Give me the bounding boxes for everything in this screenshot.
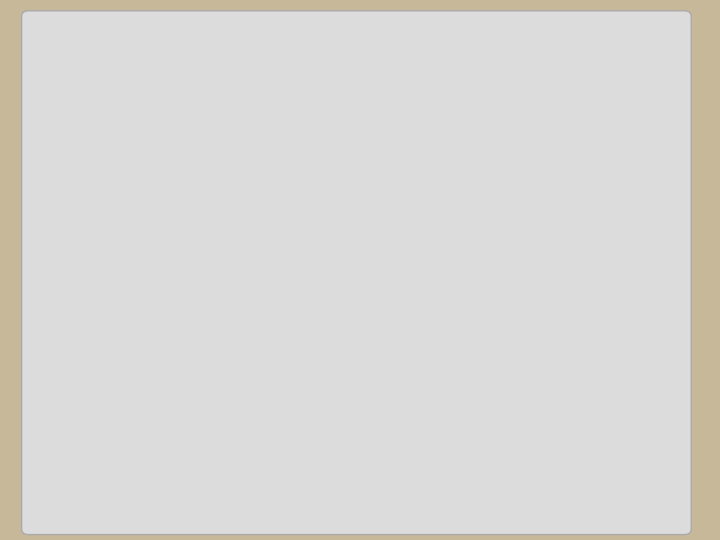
Text: 16: 16: [162, 336, 178, 347]
Text: /: /: [133, 247, 140, 265]
Text: 4: 4: [230, 289, 251, 318]
Text: 6: 6: [429, 138, 438, 152]
Text: 3: 3: [405, 140, 426, 170]
Text: 11: 11: [191, 343, 206, 353]
Text: Add whole number and fraction together to form complete answer.: Add whole number and fraction together t…: [72, 418, 575, 431]
Text: /: /: [171, 216, 178, 234]
Text: 16: 16: [277, 302, 297, 316]
Text: /: /: [204, 339, 211, 357]
Text: (LCD) = 16: (LCD) = 16: [101, 170, 185, 184]
Text: •: •: [50, 418, 59, 434]
Text: 5: 5: [101, 140, 122, 170]
Text: 16: 16: [356, 302, 375, 316]
Text: becomes: becomes: [248, 140, 305, 153]
Text: Subtract the fractions.: Subtract the fractions.: [72, 321, 243, 334]
Text: 11: 11: [228, 448, 243, 458]
Text: Borrowing: Borrowing: [311, 68, 408, 85]
Text: •: •: [50, 197, 59, 212]
Text: -: -: [160, 140, 171, 168]
Text: 6: 6: [338, 286, 348, 300]
Text: 16: 16: [141, 245, 155, 255]
Text: 1: 1: [353, 138, 362, 152]
Text: 1  +: 1 +: [101, 446, 138, 463]
Text: 4 - 3 =: 4 - 3 =: [101, 394, 168, 412]
Text: (con't): (con't): [510, 38, 567, 52]
Text: /: /: [168, 444, 175, 463]
Text: 6: 6: [148, 343, 156, 353]
Text: 16: 16: [179, 214, 193, 225]
Text: 16: 16: [176, 441, 192, 451]
Text: 3: 3: [313, 289, 334, 318]
Text: Subtract the fractions first. (Determine LCD): Subtract the fractions first. (Determine…: [72, 100, 423, 114]
Text: 16: 16: [143, 154, 162, 168]
Text: -: -: [295, 289, 307, 317]
Text: to: to: [157, 248, 172, 261]
Text: Subtract the whole numbers.: Subtract the whole numbers.: [72, 373, 290, 386]
Text: /: /: [346, 294, 354, 318]
Text: /: /: [268, 294, 276, 318]
Text: =: =: [176, 340, 189, 358]
Text: 1: 1: [184, 394, 195, 412]
Text: /: /: [436, 146, 445, 170]
Text: /: /: [133, 146, 143, 170]
Text: •: •: [50, 373, 59, 388]
Text: 16: 16: [196, 245, 210, 255]
Text: 16: 16: [164, 220, 179, 231]
Text: 16: 16: [249, 441, 264, 451]
Text: 3: 3: [203, 138, 212, 152]
Text: 16: 16: [369, 154, 389, 168]
Text: -: -: [134, 340, 142, 359]
Text: /: /: [153, 339, 161, 357]
Text: /: /: [240, 444, 248, 463]
Text: 1: 1: [126, 138, 135, 152]
Text: •: •: [50, 248, 59, 264]
Text: 8: 8: [220, 154, 229, 168]
Text: Six-sixteenths cannot be subtracted from one-sixteenth, so: Six-sixteenths cannot be subtracted from…: [72, 197, 518, 210]
Text: •: •: [50, 321, 59, 336]
Text: 15.   Subtraction of Mixed Numbers: 15. Subtraction of Mixed Numbers: [58, 38, 448, 57]
Text: 16: 16: [212, 336, 228, 347]
Text: 16: 16: [120, 336, 135, 347]
Text: /: /: [210, 146, 219, 170]
Text: 17: 17: [256, 286, 275, 300]
Text: 11: 11: [155, 448, 170, 458]
Text: 38: 38: [652, 510, 669, 524]
Text: /: /: [360, 146, 369, 170]
Text: 1: 1: [181, 250, 188, 260]
Text: /: /: [111, 339, 118, 357]
Text: 17: 17: [101, 343, 116, 353]
Text: 5: 5: [328, 140, 348, 170]
Text: -: -: [387, 140, 399, 168]
Text: Add: Add: [72, 248, 102, 261]
Text: 16: 16: [446, 154, 465, 168]
Text: /: /: [188, 247, 194, 265]
Text: 1: 1: [210, 446, 222, 463]
Text: and problem becomes:: and problem becomes:: [212, 248, 382, 261]
Text: •: •: [50, 100, 59, 115]
Text: 16: 16: [125, 250, 138, 260]
Text: 1 unit  (: 1 unit (: [72, 219, 131, 232]
Text: )  is borrowed from the 5 units, leaving 4.: ) is borrowed from the 5 units, leaving …: [193, 219, 506, 232]
Text: 3: 3: [179, 140, 199, 170]
Text: =: =: [191, 446, 204, 463]
